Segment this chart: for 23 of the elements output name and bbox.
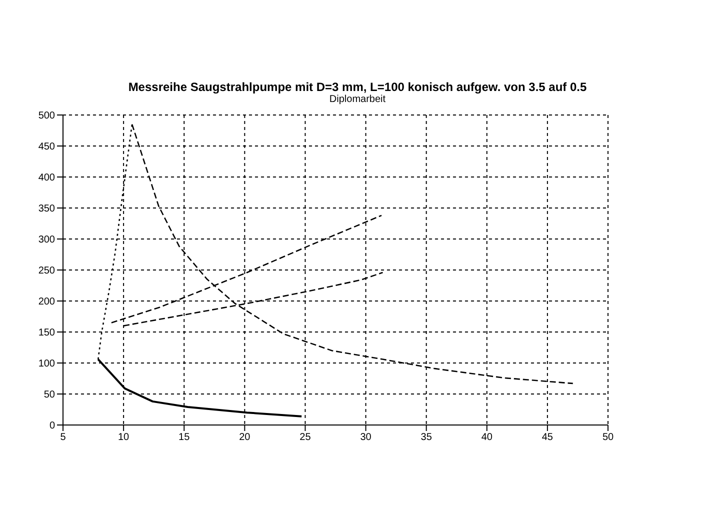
x-tick-label: 25 xyxy=(300,432,312,444)
chart-subtitle: Diplomarbeit xyxy=(328,94,387,105)
x-tick-label: 20 xyxy=(239,432,251,444)
y-tick-label: 0 xyxy=(49,420,56,432)
y-tick-label: 150 xyxy=(38,328,56,339)
y-tick-label: 450 xyxy=(38,142,56,153)
x-tick-label: 30 xyxy=(360,432,372,444)
x-tick-label: 10 xyxy=(118,432,130,444)
x-tick-label: 5 xyxy=(60,432,66,444)
x-tick-label: 15 xyxy=(178,432,190,444)
y-tick-label: 200 xyxy=(38,296,56,308)
y-tick-label: 400 xyxy=(38,172,56,184)
x-tick-label: 35 xyxy=(420,432,432,444)
x-tick-label: 50 xyxy=(602,432,614,444)
y-tick-label: 300 xyxy=(38,234,56,246)
y-tick-label: 250 xyxy=(38,266,56,277)
x-tick-label: 45 xyxy=(542,432,554,444)
y-tick-label: 500 xyxy=(38,110,56,122)
chart-title: Messreihe Saugstrahlpumpe mit D=3 mm, L=100 konisch aufgew. von 3.5 auf 0.5 xyxy=(127,80,588,94)
y-tick-label: 100 xyxy=(38,358,56,370)
y-tick-label: 50 xyxy=(44,390,56,401)
x-tick-label: 40 xyxy=(481,432,493,444)
y-tick-label: 350 xyxy=(38,204,56,215)
